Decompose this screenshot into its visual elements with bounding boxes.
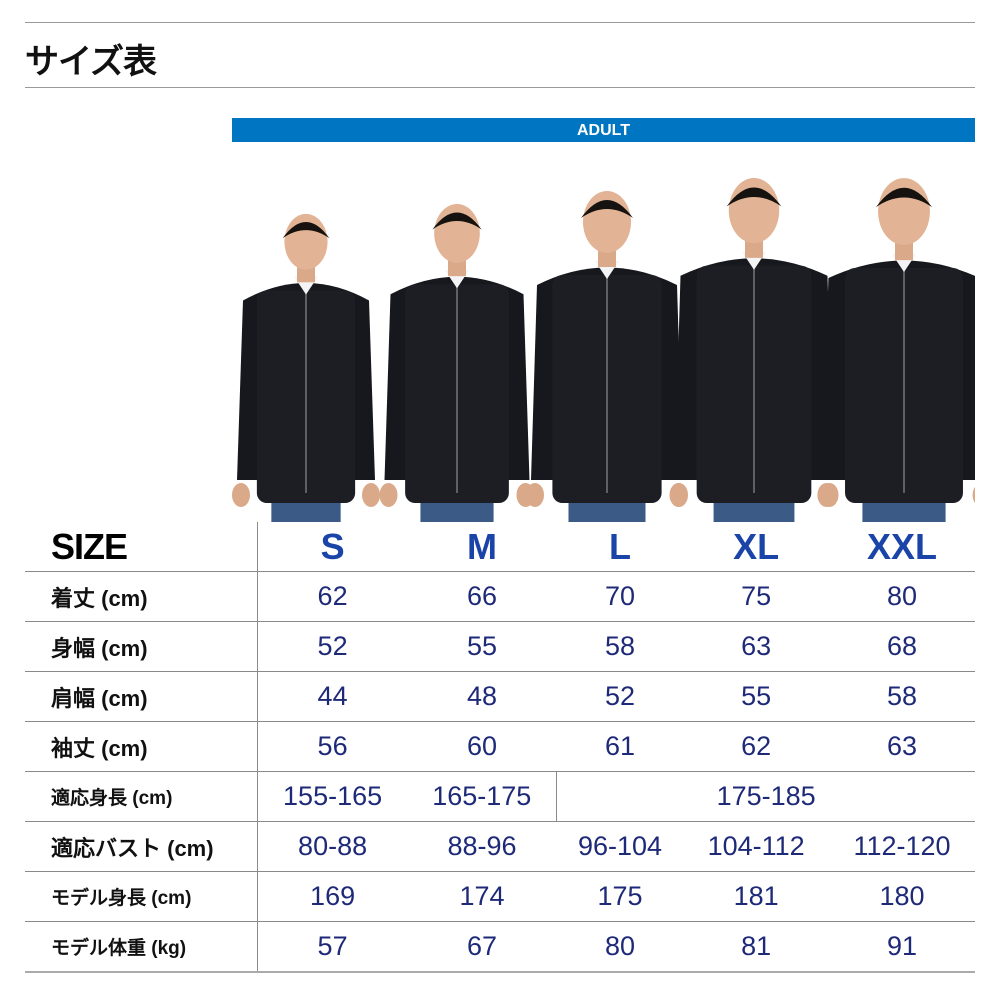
cell: 57 xyxy=(257,921,408,973)
cell: 67 xyxy=(407,921,557,973)
cell: 80 xyxy=(556,921,684,973)
table-row: 適応身長 (cm) 155-165 165-175 175-185 xyxy=(25,771,975,822)
table-row: モデル体重 (kg) 57 67 80 81 91 xyxy=(25,921,975,973)
table-row: 適応バスト (cm) 80-88 88-96 96-104 104-112 112-120 xyxy=(25,821,975,872)
table-row: 身幅 (cm) 52 55 58 63 68 xyxy=(25,621,975,672)
cell: 96-104 xyxy=(556,821,684,872)
size-xxl: XXL xyxy=(829,522,975,572)
cell: 56 xyxy=(257,721,408,772)
row-label: 袖丈 (cm) xyxy=(25,721,258,772)
size-m: M xyxy=(407,522,557,572)
models-photo xyxy=(232,178,975,522)
model-figure xyxy=(526,191,688,522)
cell: 80-88 xyxy=(257,821,408,872)
cell: 52 xyxy=(556,671,684,722)
row-label: モデル身長 (cm) xyxy=(25,871,258,922)
cell: 169 xyxy=(257,871,408,922)
adult-band: ADULT xyxy=(232,118,975,142)
model-figure xyxy=(669,178,839,522)
cell: 181 xyxy=(683,871,830,922)
model-figure xyxy=(379,203,535,522)
cell: 70 xyxy=(556,571,684,622)
row-label: 身幅 (cm) xyxy=(25,621,258,672)
table-row: 肩幅 (cm) 44 48 52 55 58 xyxy=(25,671,975,722)
table-row: 着丈 (cm) 62 66 70 75 80 xyxy=(25,571,975,622)
table-row: 袖丈 (cm) 56 60 61 62 63 xyxy=(25,721,975,772)
cell: 48 xyxy=(407,671,557,722)
cell: 66 xyxy=(407,571,557,622)
cell: 52 xyxy=(257,621,408,672)
cell: 175-185 xyxy=(556,771,975,822)
model-figure xyxy=(817,178,975,522)
table-row: モデル身長 (cm) 169 174 175 181 180 xyxy=(25,871,975,922)
row-label: 適応身長 (cm) xyxy=(25,771,258,822)
size-table: SIZE S M L XL XXL 着丈 (cm) 62 66 70 75 80 身幅 (… xyxy=(25,522,975,973)
cell: 62 xyxy=(257,571,408,622)
model-figure xyxy=(232,213,380,522)
cell: 180 xyxy=(829,871,975,922)
cell: 88-96 xyxy=(407,821,557,872)
cell: 175 xyxy=(556,871,684,922)
size-l: L xyxy=(556,522,684,572)
row-label: モデル体重 (kg) xyxy=(25,921,258,973)
cell: 58 xyxy=(556,621,684,672)
row-label: 着丈 (cm) xyxy=(25,571,258,622)
cell: 80 xyxy=(829,571,975,622)
cell: 55 xyxy=(683,671,830,722)
table-header-row: SIZE S M L XL XXL xyxy=(25,522,975,572)
cell: 55 xyxy=(407,621,557,672)
cell: 60 xyxy=(407,721,557,772)
cell: 112-120 xyxy=(829,821,975,872)
cell: 155-165 xyxy=(257,771,408,822)
cell: 91 xyxy=(829,921,975,973)
cell: 165-175 xyxy=(407,771,558,822)
page-title: サイズ表 xyxy=(25,43,157,81)
size-xl: XL xyxy=(683,522,830,572)
size-header-label: SIZE xyxy=(25,522,258,572)
cell: 63 xyxy=(683,621,830,672)
cell: 75 xyxy=(683,571,830,622)
row-label: 肩幅 (cm) xyxy=(25,671,258,722)
title-divider xyxy=(25,87,975,88)
cell: 68 xyxy=(829,621,975,672)
cell: 81 xyxy=(683,921,830,973)
size-s: S xyxy=(257,522,408,572)
cell: 104-112 xyxy=(683,821,830,872)
cell: 58 xyxy=(829,671,975,722)
cell: 62 xyxy=(683,721,830,772)
top-divider xyxy=(25,22,975,23)
cell: 44 xyxy=(257,671,408,722)
cell: 63 xyxy=(829,721,975,772)
cell: 174 xyxy=(407,871,557,922)
cell: 61 xyxy=(556,721,684,772)
row-label: 適応バスト (cm) xyxy=(25,821,258,872)
